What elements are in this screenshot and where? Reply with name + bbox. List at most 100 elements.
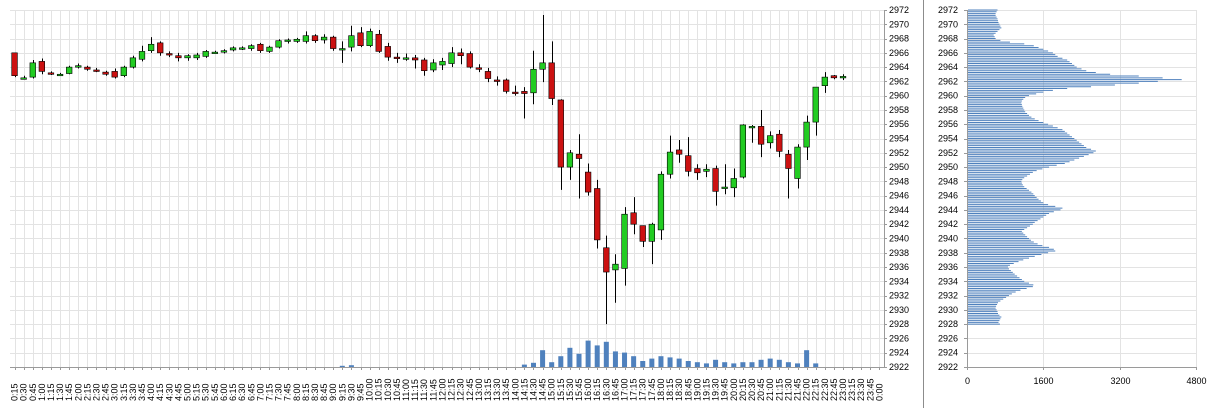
candle-down — [594, 188, 601, 241]
volume-bar — [758, 359, 764, 367]
candle-down — [785, 153, 792, 169]
profile-price-label: 2960 — [938, 91, 958, 101]
time-tick-label: 5:45 — [210, 383, 220, 401]
time-tick-label: 10:00 — [365, 378, 375, 401]
volume-bar — [676, 358, 682, 367]
candle-up — [366, 31, 373, 46]
candle-up — [730, 178, 737, 189]
candle-up — [120, 66, 127, 76]
volume-bar — [649, 358, 655, 367]
volume-bar — [576, 353, 582, 367]
time-tick-label: 18:00 — [656, 378, 666, 401]
time-tick-label: 22:45 — [829, 378, 839, 401]
profile-price-label: 2934 — [938, 276, 958, 286]
candle-down — [111, 71, 118, 78]
profile-price-label: 2954 — [938, 134, 958, 144]
price-tick-label: 2950 — [889, 162, 909, 172]
volume-bar — [339, 365, 345, 367]
time-tick-label: 2:30 — [91, 383, 101, 401]
time-tick-label: 10:45 — [392, 378, 402, 401]
profile-price-label: 2922 — [938, 362, 958, 372]
price-tick-label: 2946 — [889, 191, 909, 201]
candle-up — [839, 76, 847, 79]
candle-down — [257, 43, 264, 51]
time-tick-label: 15:15 — [556, 378, 566, 401]
candle-up — [193, 54, 200, 59]
time-tick-label: 13:30 — [492, 378, 502, 401]
volume-bar — [813, 363, 819, 367]
time-tick-label: 21:45 — [793, 378, 803, 401]
volume-bar — [795, 363, 801, 367]
candle-down — [521, 91, 528, 94]
time-tick-label: 2:00 — [73, 383, 83, 401]
price-tick-label: 2926 — [889, 333, 909, 343]
time-tick-label: 2:45 — [101, 383, 111, 401]
time-tick-label: 5:15 — [192, 383, 202, 401]
candle-up — [539, 62, 546, 70]
profile-price-label: 2970 — [938, 19, 958, 29]
time-tick-label: 8:15 — [301, 383, 311, 401]
candle-down — [575, 153, 583, 159]
volume-bar — [703, 363, 709, 367]
volume-bar — [749, 362, 755, 367]
time-tick-label: 2:15 — [82, 383, 92, 401]
volume-bar — [558, 356, 564, 367]
profile-price-label: 2942 — [938, 219, 958, 229]
candle-up — [348, 35, 355, 48]
candle-up — [248, 45, 255, 49]
time-tick-label: 5:30 — [201, 383, 211, 401]
time-tick-label: 18:45 — [683, 378, 693, 401]
time-tick-label: 18:15 — [665, 378, 675, 401]
time-tick-label: 17:00 — [620, 378, 630, 401]
time-tick-label: 17:15 — [629, 378, 639, 401]
time-tick-label: 12:15 — [447, 378, 457, 401]
volume-bar — [585, 340, 591, 367]
time-tick-label: 14:30 — [528, 378, 538, 401]
time-tick-label: 19:15 — [701, 378, 711, 401]
price-tick-label: 2958 — [889, 105, 909, 115]
time-tick-label: 16:45 — [610, 378, 620, 401]
time-tick-label: 11:45 — [428, 379, 438, 401]
time-tick-label: 14:00 — [510, 378, 520, 401]
candle-down — [639, 225, 646, 242]
candle-up — [566, 152, 574, 168]
volume-bar — [722, 362, 728, 367]
candle-up — [20, 77, 27, 80]
volume-bar — [540, 350, 546, 367]
time-tick-label: 12:00 — [437, 378, 447, 401]
time-tick-label: 10:15 — [374, 378, 384, 401]
candle-up — [266, 46, 273, 52]
time-tick-label: 16:30 — [601, 378, 611, 401]
time-tick-label: 20:45 — [756, 378, 766, 401]
time-tick-label: 3:15 — [119, 383, 129, 401]
time-tick-label: 1:15 — [46, 383, 56, 401]
candle-up — [739, 124, 747, 178]
candle-down — [603, 247, 610, 273]
profile-price-label: 2938 — [938, 248, 958, 258]
time-tick-label: 20:15 — [738, 378, 748, 401]
candle-down — [457, 52, 464, 56]
volume-bar — [594, 345, 600, 367]
candle-down — [630, 212, 637, 225]
profile-price-label: 2930 — [938, 305, 958, 315]
price-tick-label: 2956 — [889, 119, 909, 129]
candle-up — [147, 43, 155, 51]
price-tick-label: 2928 — [889, 319, 909, 329]
price-tick-label: 2972 — [889, 5, 909, 15]
price-tick-label: 2932 — [889, 291, 909, 301]
volume-bar — [521, 364, 527, 367]
time-tick-label: 6:00 — [219, 383, 229, 401]
volume-bar — [804, 350, 810, 367]
time-tick-label: 0:00 — [874, 383, 884, 401]
candle-down — [311, 35, 319, 42]
volume-bar — [640, 361, 646, 367]
candle-up — [448, 52, 455, 64]
candle-down — [830, 75, 838, 79]
volume-bar — [713, 359, 719, 367]
time-tick-label: 16:00 — [583, 378, 593, 401]
candle-down — [393, 56, 401, 59]
candle-down — [694, 168, 701, 174]
profile-x-label: 0 — [965, 376, 970, 386]
time-tick-label: 4:00 — [146, 383, 156, 401]
